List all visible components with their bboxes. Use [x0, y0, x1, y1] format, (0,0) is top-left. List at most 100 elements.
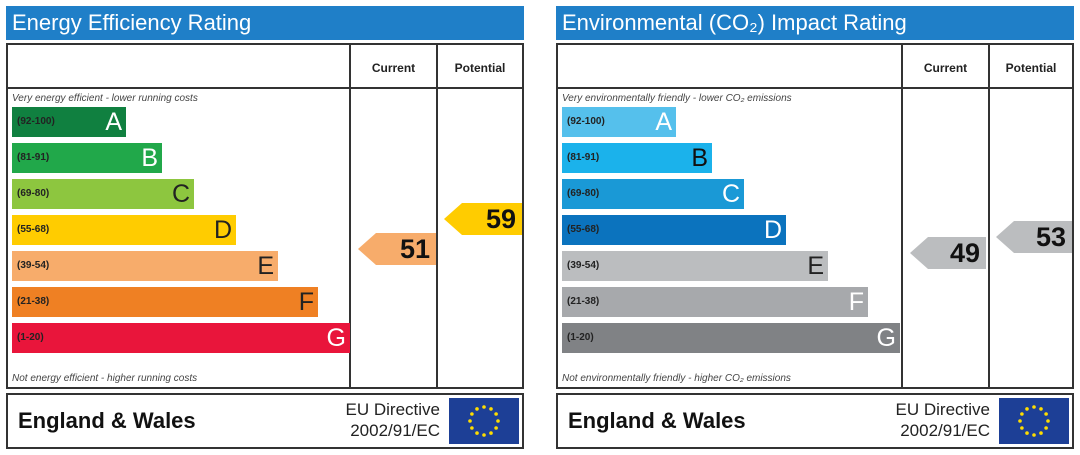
eu-star [1032, 405, 1036, 409]
band-range-label: (39-54) [567, 260, 600, 271]
eu-star [482, 405, 486, 409]
band-letter-label: E [807, 252, 824, 280]
eu-star [1025, 407, 1029, 411]
band-range-label: (55-68) [567, 224, 600, 235]
band-c-bar: (69-80) C [562, 179, 744, 209]
band-letter-label: D [213, 216, 232, 244]
eu-star [470, 412, 474, 416]
band-range-label: (69-80) [567, 188, 600, 199]
eu-stars [1018, 405, 1050, 437]
band-range-label: (92-100) [17, 116, 55, 127]
top-note: Very environmentally friendly - lower CO… [562, 93, 792, 104]
eu-star [1025, 431, 1029, 435]
potential-column-header: Potential [1005, 61, 1057, 75]
band-range-label: (39-54) [17, 260, 50, 271]
header-divider [8, 87, 522, 89]
eu-directive-label: EU Directive 2002/91/EC [896, 399, 990, 441]
band-letter-label: G [876, 324, 896, 352]
band-range-label: (1-20) [17, 332, 44, 343]
energy-efficiency-title: Energy Efficiency Rating [6, 6, 524, 40]
band-letter-label: E [257, 252, 274, 280]
eu-directive-label: EU Directive 2002/91/EC [346, 399, 440, 441]
band-b-bar: (81-91) B [12, 143, 162, 173]
potential-rating-arrow: 59 [444, 203, 522, 235]
band-letter-label: F [848, 288, 864, 316]
band-letter-label: B [141, 144, 158, 172]
environmental-impact-footer: England & Wales EU Directive 2002/91/EC [556, 393, 1074, 449]
band-letter-label: A [105, 108, 122, 136]
eu-star [470, 426, 474, 430]
directive-line1: EU Directive [895, 400, 990, 419]
band-range-label: (1-20) [567, 332, 594, 343]
band-range-label: (81-91) [567, 152, 600, 163]
eu-star [1044, 426, 1048, 430]
band-range-label: (69-80) [17, 188, 50, 199]
band-letter-label: B [691, 144, 708, 172]
eu-star [1044, 412, 1048, 416]
eu-star [482, 433, 486, 437]
eu-star [475, 431, 479, 435]
band-f-bar: (21-38) F [562, 287, 868, 317]
current-column-header: Current [371, 61, 416, 75]
eu-star [1046, 419, 1050, 423]
eu-star [494, 412, 498, 416]
band-letter-label: C [721, 180, 740, 208]
band-range-label: (21-38) [567, 296, 600, 307]
band-f-bar: (21-38) F [12, 287, 318, 317]
eu-star [494, 426, 498, 430]
eu-star [489, 431, 493, 435]
band-a-bar: (92-100) A [562, 107, 676, 137]
band-range-label: (92-100) [567, 116, 605, 127]
column-divider [436, 45, 438, 387]
band-letter-label: A [655, 108, 672, 136]
column-divider [988, 45, 990, 387]
band-a-bar: (92-100) A [12, 107, 126, 137]
eu-star [1039, 407, 1043, 411]
current-rating-arrow: 49 [910, 237, 986, 269]
top-note: Very energy efficient - lower running co… [12, 93, 198, 104]
eu-star [496, 419, 500, 423]
potential-rating-arrow: 53 [996, 221, 1072, 253]
eu-star [1032, 433, 1036, 437]
bottom-note: Not environmentally friendly - higher CO… [562, 373, 791, 384]
eu-star [475, 407, 479, 411]
eu-stars [468, 405, 500, 437]
country-label: England & Wales [568, 408, 746, 433]
directive-line2: 2002/91/EC [900, 421, 990, 440]
directive-line2: 2002/91/EC [350, 421, 440, 440]
eu-flag-icon [999, 398, 1069, 444]
potential-column-header: Potential [454, 61, 506, 75]
band-letter-label: G [326, 324, 346, 352]
eu-star [468, 419, 472, 423]
eu-flag-icon [449, 398, 519, 444]
column-divider [901, 45, 903, 387]
bottom-note: Not energy efficient - higher running co… [12, 373, 198, 384]
energy-efficiency-footer: England & Wales EU Directive 2002/91/EC [6, 393, 524, 449]
header-divider [558, 87, 1072, 89]
energy-efficiency-panel: Energy Efficiency Rating Current Potenti… [6, 6, 526, 450]
band-g-bar: (1-20) G [12, 323, 350, 353]
band-e-bar: (39-54) E [562, 251, 828, 281]
column-divider [349, 45, 351, 387]
country-label: England & Wales [18, 408, 196, 433]
eu-star [1039, 431, 1043, 435]
band-c-bar: (69-80) C [12, 179, 194, 209]
band-e-bar: (39-54) E [12, 251, 278, 281]
band-letter-label: D [763, 216, 782, 244]
band-g-bar: (1-20) G [562, 323, 900, 353]
band-range-label: (81-91) [17, 152, 50, 163]
eu-star [489, 407, 493, 411]
band-letter-label: F [298, 288, 314, 316]
eu-star [1020, 412, 1024, 416]
eu-star [1018, 419, 1022, 423]
current-rating-arrow: 51 [358, 233, 436, 265]
band-b-bar: (81-91) B [562, 143, 712, 173]
environmental-impact-panel: Environmental (CO₂) Impact Rating Curren… [556, 6, 1076, 450]
band-d-bar: (55-68) D [562, 215, 786, 245]
energy-efficiency-chart: Current Potential Very energy efficient … [6, 43, 524, 389]
band-d-bar: (55-68) D [12, 215, 236, 245]
current-column-header: Current [923, 61, 968, 75]
eu-star [1020, 426, 1024, 430]
band-range-label: (55-68) [17, 224, 50, 235]
directive-line1: EU Directive [345, 400, 440, 419]
